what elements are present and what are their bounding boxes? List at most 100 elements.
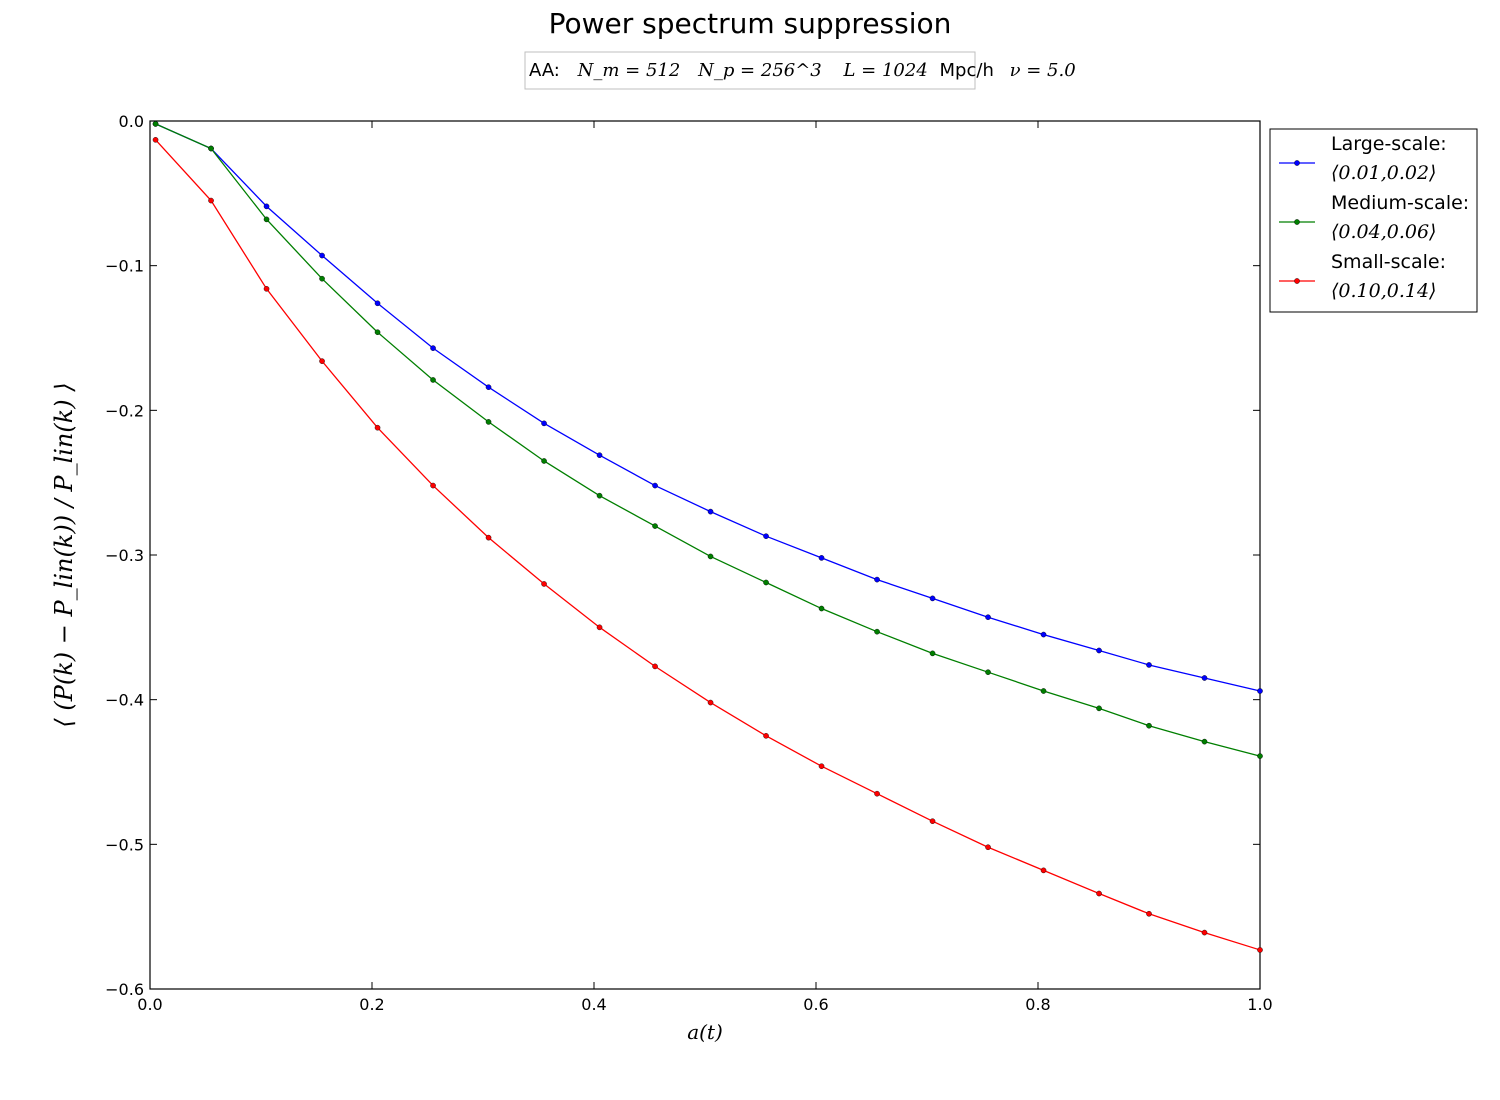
legend-label: Large-scale:: [1331, 133, 1447, 155]
data-point: [763, 733, 768, 738]
data-point: [1146, 662, 1151, 667]
data-point: [930, 651, 935, 656]
x-axis-label: a(t): [687, 1020, 723, 1044]
data-point: [319, 253, 324, 258]
data-point: [597, 625, 602, 630]
data-point: [541, 581, 546, 586]
y-tick-label: 0.0: [119, 112, 144, 131]
y-tick-label: −0.3: [105, 546, 144, 565]
data-point: [375, 330, 380, 335]
data-point: [486, 535, 491, 540]
data-point: [874, 577, 879, 582]
legend-swatch-marker: [1294, 278, 1299, 283]
subtitle-L: L = 1024: [843, 60, 928, 81]
data-point: [819, 606, 824, 611]
data-point: [985, 670, 990, 675]
x-tick-label: 0.8: [1025, 995, 1050, 1014]
legend-swatch-marker: [1294, 219, 1299, 224]
data-point: [153, 121, 158, 126]
data-point: [1202, 739, 1207, 744]
data-point: [763, 534, 768, 539]
data-point: [208, 146, 213, 151]
data-point: [208, 198, 213, 203]
legend-range-label: ⟨0.01,0.02⟩: [1331, 162, 1436, 184]
data-point: [153, 137, 158, 142]
y-tick-label: −0.1: [105, 257, 144, 276]
data-point: [1257, 947, 1262, 952]
data-point: [597, 493, 602, 498]
data-point: [1202, 675, 1207, 680]
legend-swatch-marker: [1294, 160, 1299, 165]
data-point: [874, 629, 879, 634]
x-tick-label: 0.6: [803, 995, 828, 1014]
legend-label: Small-scale:: [1331, 251, 1446, 273]
data-point: [819, 764, 824, 769]
y-axis-label: ⟨ (P(k) − P_lin(k)) / P_lin(k) ⟩: [50, 382, 78, 727]
chart-title: Power spectrum suppression: [549, 7, 952, 40]
subtitle-prefix: AA:: [529, 60, 560, 81]
data-point: [375, 301, 380, 306]
y-tick-label: −0.4: [105, 691, 144, 710]
data-point: [1257, 688, 1262, 693]
data-point: [652, 664, 657, 669]
data-point: [430, 346, 435, 351]
x-tick-label: 0.2: [359, 995, 384, 1014]
y-tick-label: −0.6: [105, 980, 144, 999]
legend-range-label: ⟨0.10,0.14⟩: [1331, 280, 1436, 302]
series-1: [153, 121, 1263, 693]
subtitle-box: AA: N_m = 512 N_p = 256^3 L = 1024 Mpc/h…: [525, 52, 1076, 89]
series-2: [153, 121, 1263, 758]
data-point: [264, 286, 269, 291]
series-line: [156, 124, 1260, 756]
series-3: [153, 137, 1263, 952]
data-point: [264, 204, 269, 209]
data-point: [1146, 911, 1151, 916]
data-point: [430, 377, 435, 382]
data-point: [319, 359, 324, 364]
y-tick-label: −0.2: [105, 401, 144, 420]
data-point: [1096, 706, 1101, 711]
data-point: [985, 615, 990, 620]
data-point: [1096, 891, 1101, 896]
data-point: [1041, 632, 1046, 637]
series-line: [156, 140, 1260, 950]
data-point: [1202, 930, 1207, 935]
x-tick-label: 0.4: [581, 995, 606, 1014]
data-point: [264, 217, 269, 222]
data-point: [930, 596, 935, 601]
data-point: [541, 421, 546, 426]
data-point: [819, 555, 824, 560]
data-point: [430, 483, 435, 488]
data-point: [1096, 648, 1101, 653]
y-axis-ticks: 0.0 −0.1 −0.2 −0.3 −0.4 −0.5 −0.6: [105, 112, 1260, 999]
data-point: [1257, 753, 1262, 758]
data-point: [930, 819, 935, 824]
legend-label: Medium-scale:: [1331, 192, 1469, 214]
data-point: [1041, 868, 1046, 873]
subtitle-text: AA: N_m = 512 N_p = 256^3 L = 1024 Mpc/h…: [529, 60, 1076, 81]
data-point: [375, 425, 380, 430]
data-point: [708, 509, 713, 514]
subtitle-np: N_p = 256^3: [697, 60, 822, 81]
series-line: [156, 124, 1260, 691]
legend-range-label: ⟨0.04,0.06⟩: [1331, 221, 1436, 243]
data-point: [985, 845, 990, 850]
x-axis-ticks: 0.0 0.2 0.4 0.6 0.8 1.0: [137, 121, 1272, 1014]
data-point: [486, 419, 491, 424]
subtitle-L-unit: Mpc/h: [940, 60, 994, 81]
data-point: [708, 554, 713, 559]
data-point: [763, 580, 768, 585]
legend: Large-scale: ⟨0.01,0.02⟩ Medium-scale: ⟨0.0…: [1270, 129, 1477, 312]
series-layer: [153, 121, 1263, 952]
data-point: [319, 276, 324, 281]
data-point: [708, 700, 713, 705]
data-point: [874, 791, 879, 796]
subtitle-nm: N_m = 512: [577, 60, 681, 81]
data-point: [652, 523, 657, 528]
data-point: [1041, 688, 1046, 693]
data-point: [486, 385, 491, 390]
subtitle-nu: ν = 5.0: [1010, 60, 1076, 81]
data-point: [597, 453, 602, 458]
data-point: [1146, 723, 1151, 728]
